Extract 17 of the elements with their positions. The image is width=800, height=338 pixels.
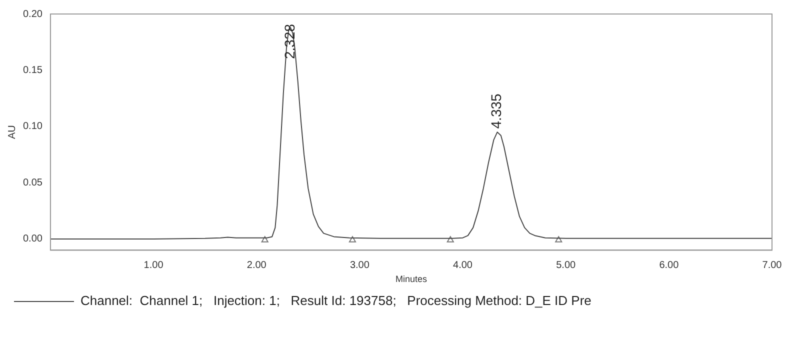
annotation: 4.335 <box>488 93 504 129</box>
y-tick-label: 0.05 <box>22 177 43 188</box>
annotation: 2.328 <box>281 24 298 59</box>
y-tick-label: 0.10 <box>22 121 43 132</box>
y-tick-label: 0.00 <box>22 234 43 245</box>
x-tick-label: 2.00 <box>246 260 267 271</box>
x-axis-title: Minutes <box>395 274 428 284</box>
x-tick-label: 6.00 <box>659 260 680 271</box>
x-tick-label: 4.00 <box>453 260 473 271</box>
x-tick-label: 5.00 <box>556 260 576 271</box>
y-tick-label: 0.15 <box>22 64 43 76</box>
y-axis-title: AU <box>6 125 18 140</box>
y-tick-label: 0.20 <box>22 8 43 20</box>
x-tick-label: 3.00 <box>350 260 370 271</box>
x-tick-label: 1.00 <box>144 260 164 271</box>
legend-label: Channel: Channel 1; Injection: 1; Result Id: 193758; Processing Method: D_E ID Pre <box>80 293 592 308</box>
x-tick-label: 7.00 <box>762 260 782 271</box>
